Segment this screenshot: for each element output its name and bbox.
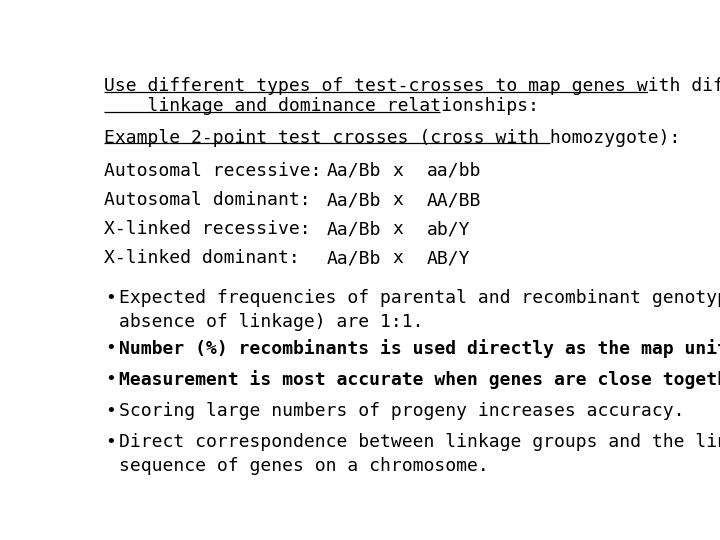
Text: Aa/Bb: Aa/Bb (326, 220, 381, 238)
Text: Use different types of test-crosses to map genes with different types of: Use different types of test-crosses to m… (104, 77, 720, 95)
Text: Measurement is most accurate when genes are close together.: Measurement is most accurate when genes … (120, 370, 720, 389)
Text: sequence of genes on a chromosome.: sequence of genes on a chromosome. (120, 457, 489, 475)
Text: X-linked recessive:: X-linked recessive: (104, 220, 310, 238)
Text: aa/bb: aa/bb (427, 162, 482, 180)
Text: x: x (392, 220, 403, 238)
Text: Aa/Bb: Aa/Bb (326, 249, 381, 267)
Text: absence of linkage) are 1:1.: absence of linkage) are 1:1. (120, 313, 424, 331)
Text: •: • (106, 289, 117, 307)
Text: •: • (106, 339, 117, 357)
Text: Scoring large numbers of progeny increases accuracy.: Scoring large numbers of progeny increas… (120, 402, 685, 420)
Text: linkage and dominance relationships:: linkage and dominance relationships: (104, 97, 539, 115)
Text: •: • (106, 433, 117, 451)
Text: Number (%) recombinants is used directly as the map unit.: Number (%) recombinants is used directly… (120, 339, 720, 358)
Text: x: x (392, 191, 403, 209)
Text: Expected frequencies of parental and recombinant genotypes (in: Expected frequencies of parental and rec… (120, 289, 720, 307)
Text: X-linked dominant:: X-linked dominant: (104, 249, 300, 267)
Text: AB/Y: AB/Y (427, 249, 471, 267)
Text: ab/Y: ab/Y (427, 220, 471, 238)
Text: •: • (106, 370, 117, 388)
Text: Autosomal dominant:: Autosomal dominant: (104, 191, 310, 209)
Text: •: • (106, 402, 117, 420)
Text: Example 2-point test crosses (cross with homozygote):: Example 2-point test crosses (cross with… (104, 129, 680, 146)
Text: Aa/Bb: Aa/Bb (326, 162, 381, 180)
Text: Direct correspondence between linkage groups and the linear: Direct correspondence between linkage gr… (120, 433, 720, 451)
Text: x: x (392, 162, 403, 180)
Text: Aa/Bb: Aa/Bb (326, 191, 381, 209)
Text: x: x (392, 249, 403, 267)
Text: Autosomal recessive:: Autosomal recessive: (104, 162, 321, 180)
Text: AA/BB: AA/BB (427, 191, 482, 209)
